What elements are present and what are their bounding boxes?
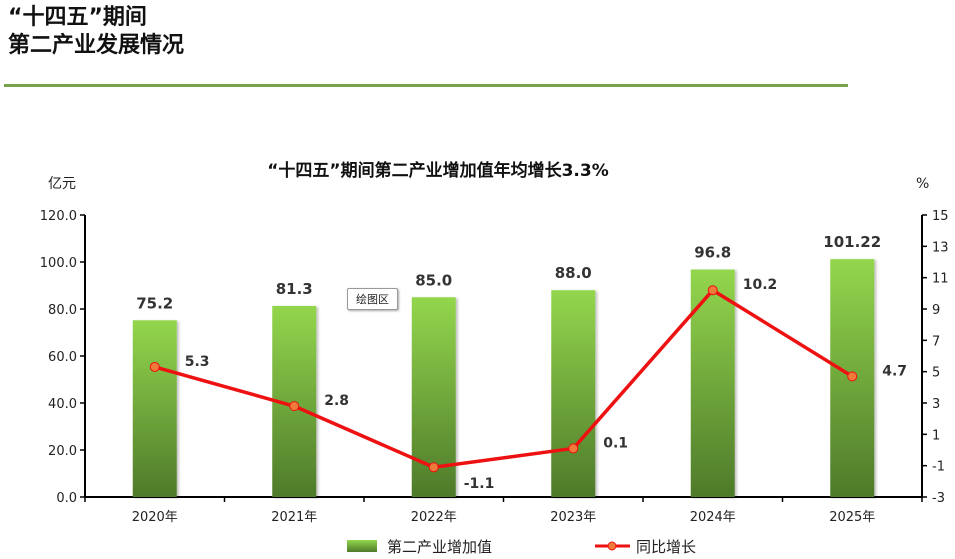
plot-area-tooltip: 绘图区 [347, 288, 398, 310]
x-tick-label: 2024年 [690, 510, 736, 525]
y-left-tick-label: 20.0 [48, 444, 77, 459]
y-left-tick-label: 100.0 [40, 256, 77, 271]
line-point [289, 401, 300, 412]
y-right-unit: % [916, 176, 929, 192]
line-point [149, 361, 160, 372]
bar-value-label: 85.0 [415, 271, 452, 289]
page-title: “十四五”期间 第二产业发展情况 [8, 4, 184, 60]
bar-value-label: 101.22 [823, 233, 881, 251]
y-left-unit: 亿元 [48, 176, 76, 192]
y-left-tick-label: 60.0 [48, 350, 77, 365]
y-right-tick-label: 7 [932, 334, 940, 349]
y-left-tick-label: 80.0 [48, 303, 77, 318]
y-right-tick-label: -3 [932, 491, 945, 506]
y-right-tick-label: 1 [932, 428, 940, 443]
line-point [568, 443, 579, 454]
y-right-tick-label: 15 [932, 209, 949, 224]
line-value-label: 5.3 [185, 354, 210, 370]
y-right-tick-label: 9 [932, 303, 940, 318]
title-divider [4, 84, 848, 87]
page-title-line2: 第二产业发展情况 [8, 33, 185, 58]
legend-bar-label: 第二产业增加值 [387, 538, 492, 556]
page-title-line1: “十四五”期间 [8, 5, 147, 30]
line-value-label: 0.1 [603, 435, 628, 451]
x-tick-label: 2023年 [550, 510, 596, 525]
chart-title: “十四五”期间第二产业增加值年均增长3.3% [267, 160, 609, 181]
line-value-label: 4.7 [882, 363, 907, 379]
line-point [428, 462, 439, 473]
y-right-tick-label: 11 [932, 272, 949, 287]
y-right-tick-label: 5 [932, 366, 940, 381]
bar-value-label: 75.2 [136, 294, 173, 312]
y-left-tick-label: 40.0 [48, 397, 77, 412]
y-right-tick-label: 3 [932, 397, 940, 412]
legend-line-label: 同比增长 [636, 538, 696, 556]
x-tick-label: 2020年 [132, 510, 178, 525]
bar [551, 290, 596, 497]
x-tick-label: 2025年 [829, 510, 875, 525]
line-point [707, 285, 718, 296]
legend-line-marker [607, 541, 617, 551]
bar-value-label: 96.8 [694, 244, 731, 262]
line-point [847, 371, 858, 382]
bar [132, 320, 177, 497]
y-right-tick-label: -1 [932, 460, 945, 475]
y-right-tick-label: 13 [932, 240, 949, 255]
x-tick-label: 2022年 [411, 510, 457, 525]
line-value-label: -1.1 [464, 476, 495, 492]
y-left-tick-label: 120.0 [40, 209, 77, 224]
y-left-tick-label: 0.0 [56, 491, 77, 506]
line-value-label: 2.8 [324, 393, 349, 409]
bar [690, 269, 735, 497]
legend-bar-swatch [347, 540, 377, 552]
line-value-label: 10.2 [743, 277, 778, 293]
growth-line [154, 288, 854, 469]
bar-value-label: 88.0 [555, 264, 592, 282]
x-tick-label: 2021年 [271, 510, 317, 525]
bar-value-label: 81.3 [276, 280, 313, 298]
